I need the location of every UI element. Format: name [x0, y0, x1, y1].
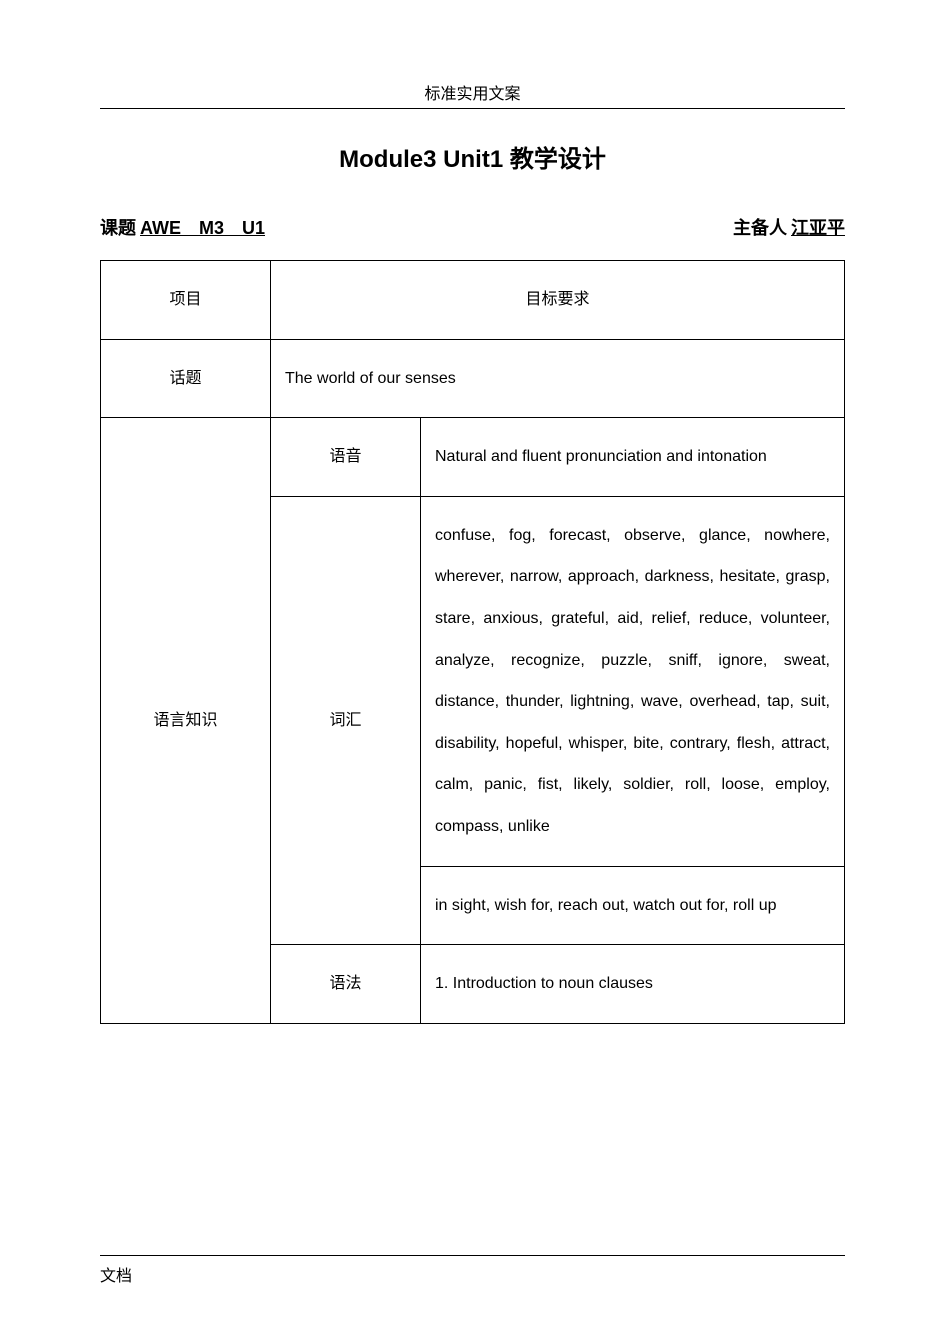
meta-author-label: 主备人 — [733, 214, 787, 240]
footer-label: 文档 — [100, 1262, 132, 1286]
table-row: 项目 目标要求 — [101, 261, 845, 340]
meta-row: 课题 AWE M3 U1 主备人 江亚平 — [100, 214, 845, 240]
meta-author: 主备人 江亚平 — [733, 214, 845, 240]
main-table: 项目 目标要求 话题 The world of our senses 语言知识 … — [100, 260, 845, 1024]
footer-divider — [100, 1255, 845, 1256]
topic-label: 话题 — [101, 339, 271, 418]
phonetics-label: 语音 — [271, 418, 421, 497]
meta-topic-label: 课题 — [100, 214, 136, 240]
grammar-label: 语法 — [271, 945, 421, 1024]
meta-topic: 课题 AWE M3 U1 — [100, 214, 265, 240]
vocab-value-1: confuse, fog, forecast, observe, glance,… — [421, 496, 845, 866]
topic-value: The world of our senses — [271, 339, 845, 418]
vocab-label: 词汇 — [271, 496, 421, 944]
header-project: 项目 — [101, 261, 271, 340]
grammar-value: 1. Introduction to noun clauses — [421, 945, 845, 1024]
header-divider — [100, 108, 845, 109]
table-row: 语言知识 语音 Natural and fluent pronunciation… — [101, 418, 845, 497]
table-row: 话题 The world of our senses — [101, 339, 845, 418]
meta-author-value: 江亚平 — [791, 214, 845, 240]
header-requirement: 目标要求 — [271, 261, 845, 340]
page-header-label: 标准实用文案 — [100, 80, 845, 104]
meta-topic-value: AWE M3 U1 — [140, 214, 265, 240]
vocab-value-2: in sight, wish for, reach out, watch out… — [421, 866, 845, 945]
phonetics-value: Natural and fluent pronunciation and int… — [421, 418, 845, 497]
document-title: Module3 Unit1 教学设计 — [100, 139, 845, 174]
language-label: 语言知识 — [101, 418, 271, 1024]
